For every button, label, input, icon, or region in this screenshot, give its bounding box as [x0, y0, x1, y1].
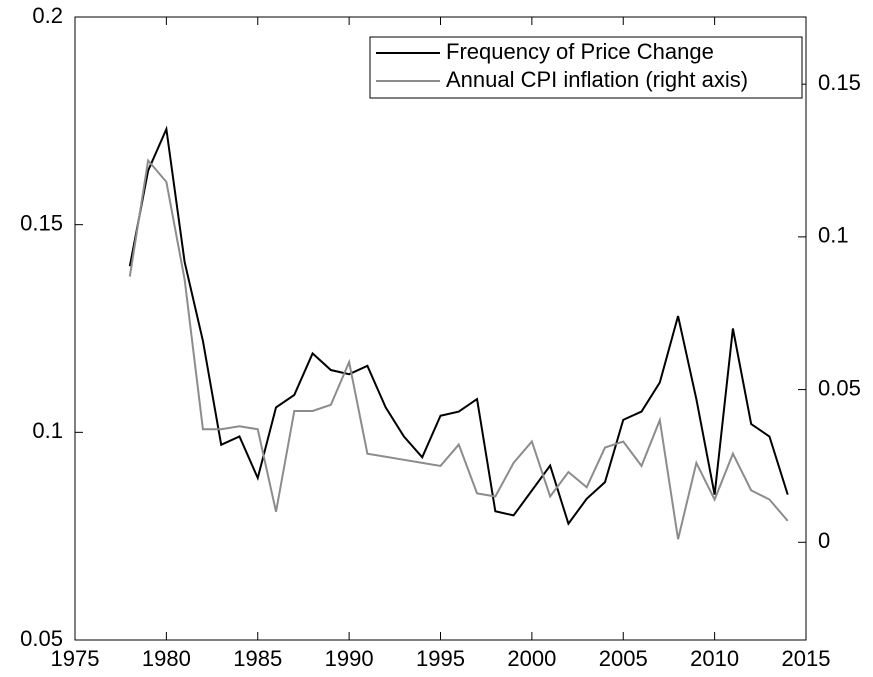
- x-tick-label: 2005: [599, 646, 648, 671]
- y2-tick-label: 0.1: [818, 223, 849, 248]
- series-line: [128, 158, 789, 540]
- x-tick-label: 1985: [233, 646, 282, 671]
- x-tick-label: 1990: [325, 646, 374, 671]
- legend-label: Frequency of Price Change: [446, 39, 714, 64]
- y-tick-label: 0.2: [32, 3, 63, 28]
- y2-tick-label: 0: [818, 528, 830, 553]
- legend-box: [369, 36, 803, 99]
- x-tick-label: 2015: [782, 646, 831, 671]
- y2-tick-label: 0.05: [818, 375, 861, 400]
- x-tick-label: 1975: [51, 646, 100, 671]
- plot-frame: [74, 16, 807, 641]
- y2-tick-label: 0.15: [818, 70, 861, 95]
- y-tick-label: 0.05: [20, 626, 63, 651]
- legend-label: Annual CPI inflation (right axis): [446, 67, 748, 92]
- y-tick-label: 0.1: [32, 418, 63, 443]
- x-tick-label: 1995: [416, 646, 465, 671]
- series-line: [128, 125, 789, 526]
- x-tick-label: 2000: [507, 646, 556, 671]
- y-tick-label: 0.15: [20, 210, 63, 235]
- x-tick-label: 1980: [142, 646, 191, 671]
- legend: Frequency of Price Change Annual CPI infl…: [369, 36, 803, 99]
- x-tick-label: 2010: [690, 646, 739, 671]
